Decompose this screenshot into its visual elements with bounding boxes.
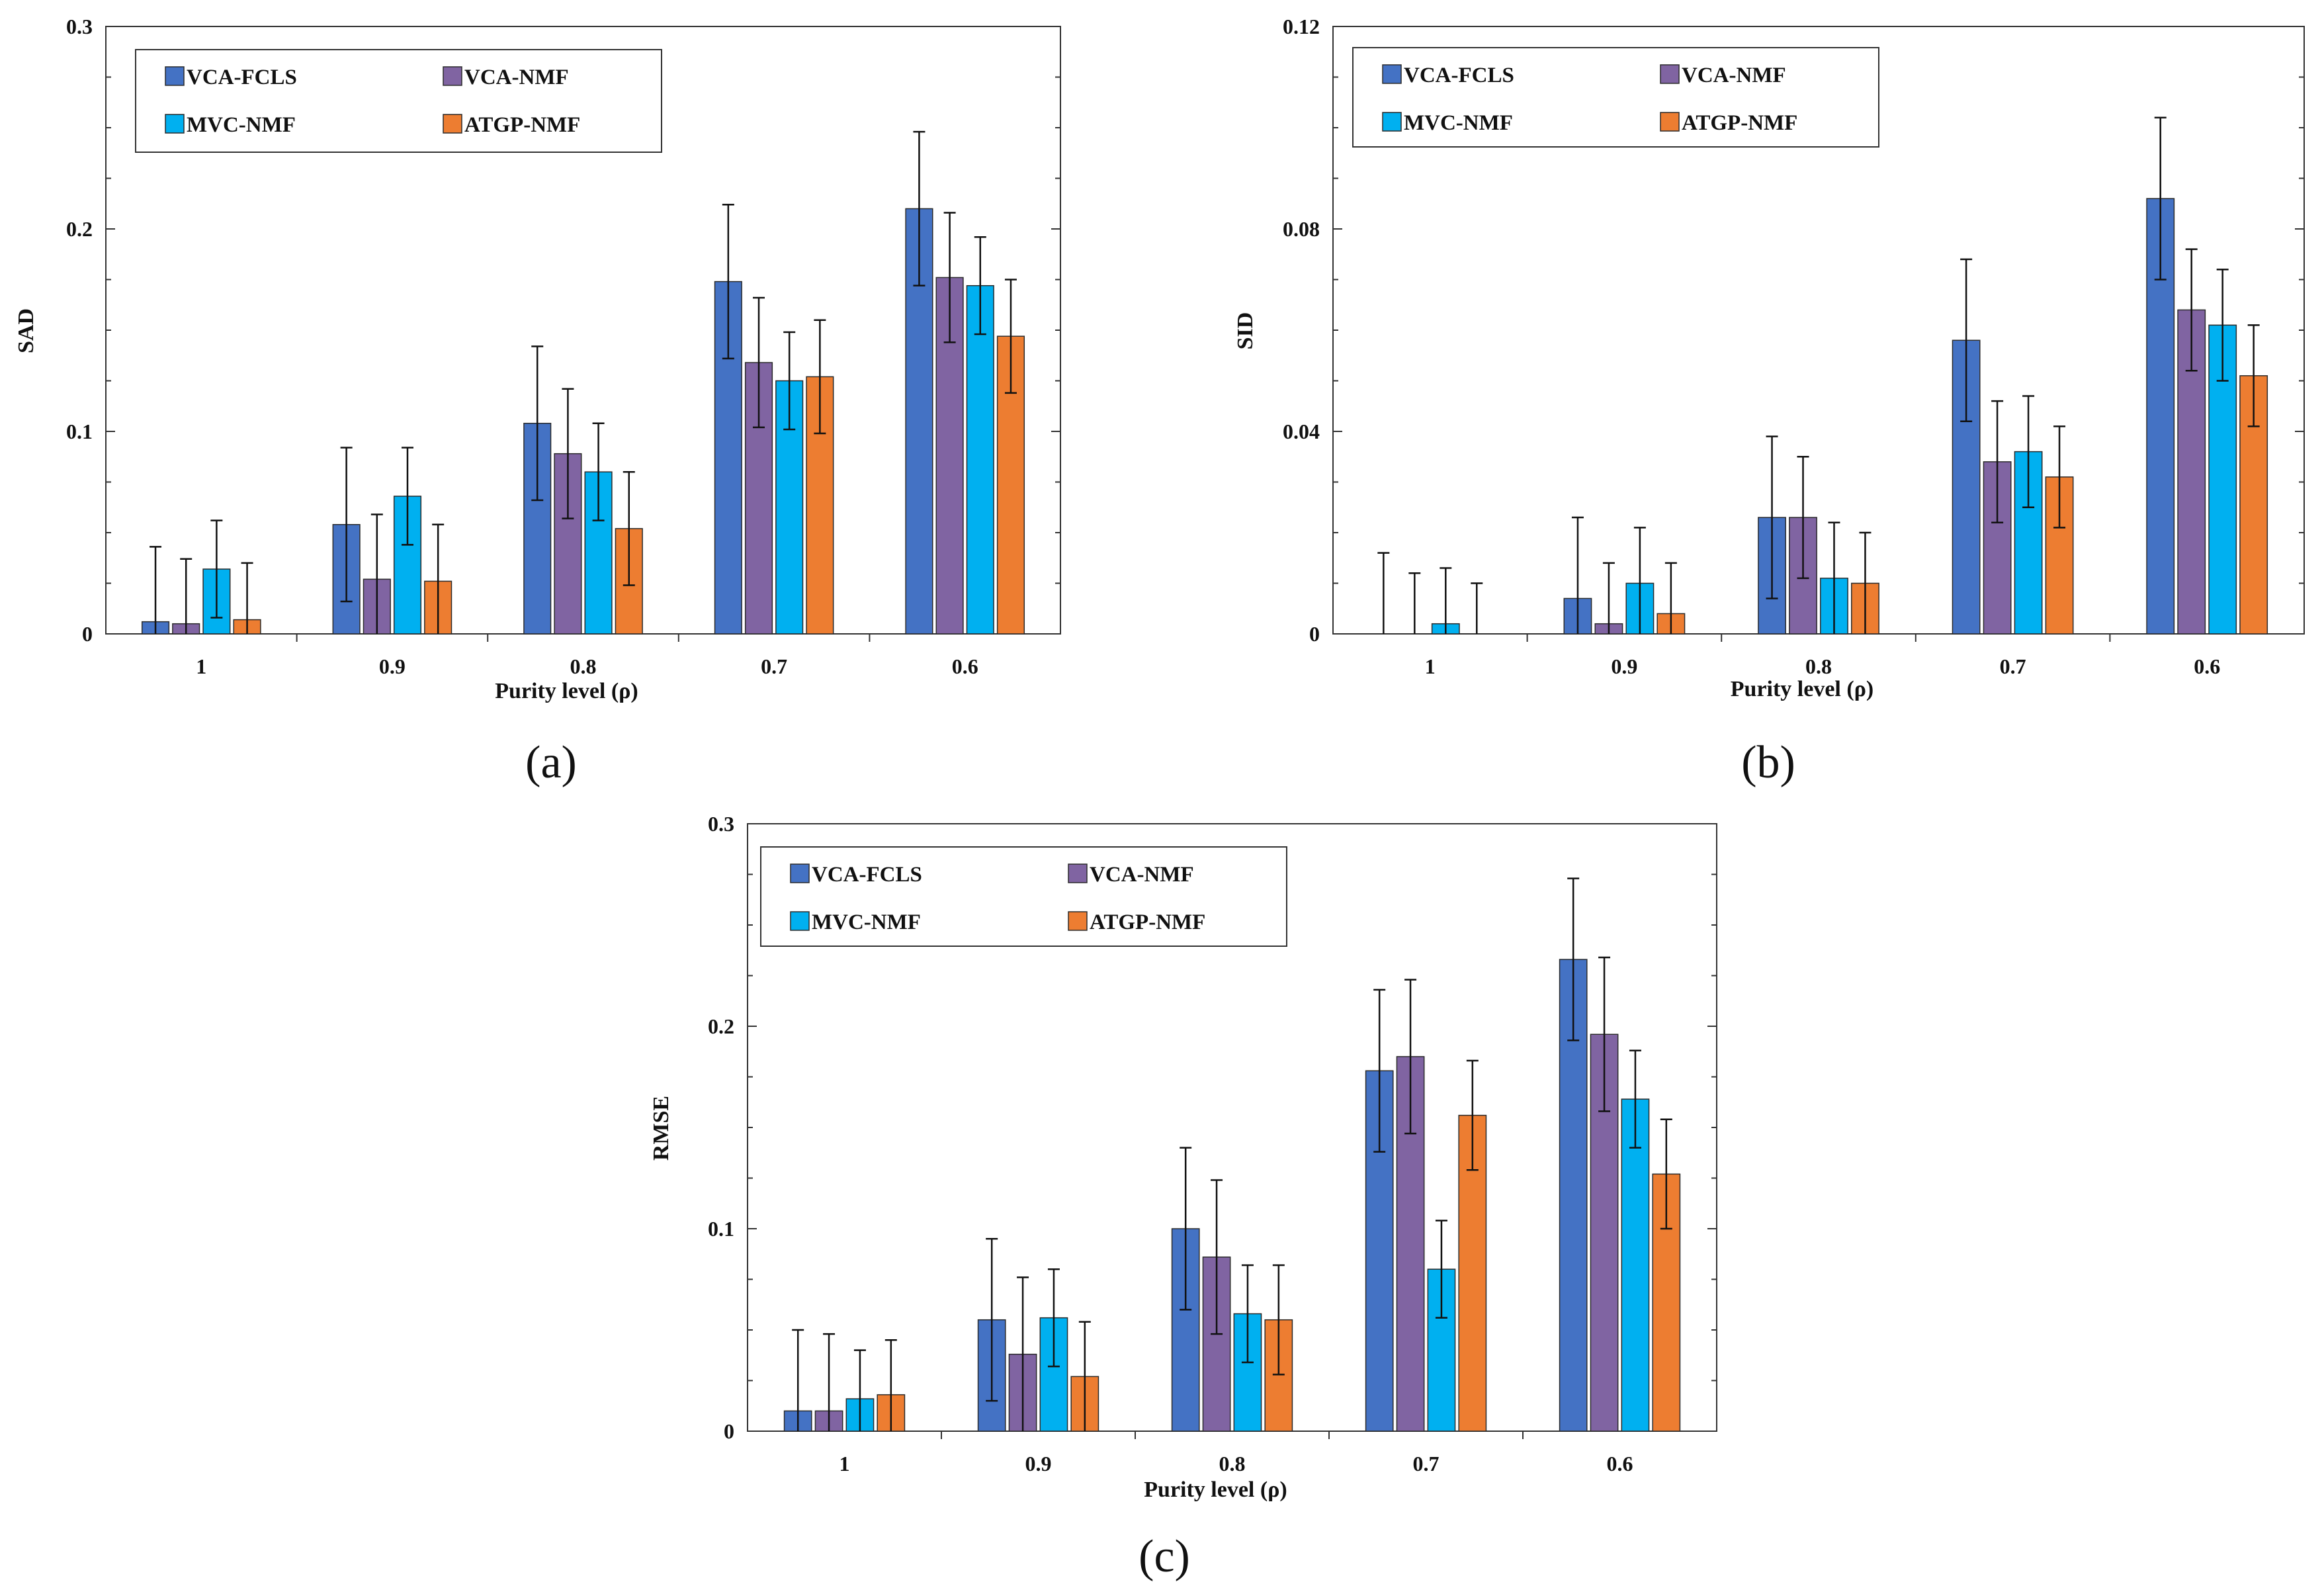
- panel-label: (b): [1741, 737, 1795, 788]
- y-tick-label: 0.08: [1283, 217, 1320, 241]
- legend-frame: [1352, 47, 1879, 148]
- x-tick-label: 1: [196, 654, 206, 678]
- chart-panel-0: 0 0.1 0.2 0.3 SAD 1 0.9 0.8 0.7 0.6 Purity level (…: [14, 15, 1061, 788]
- x-tick-label: 0.7: [1413, 1452, 1440, 1476]
- x-tick-label: 0.7: [2000, 654, 2026, 678]
- chart-panel-1: 0 0.04 0.08 0.12 SID 1 0.9 0.8 0.7 0.6 Purity leve…: [1233, 15, 2305, 788]
- y-tick-label: 0: [1309, 622, 1320, 646]
- y-tick-label: 0.3: [708, 812, 734, 836]
- x-tick-label: 1: [1425, 654, 1436, 678]
- legend-swatch-vca-fcls: [1382, 64, 1402, 84]
- legend-label-mvc-nmf: MVC-NMF: [1404, 111, 1513, 135]
- legend: VCA-FCLS VCA-NMF MVC-NMF ATGP-NMF: [135, 49, 662, 153]
- legend: VCA-FCLS VCA-NMF MVC-NMF ATGP-NMF: [1352, 47, 1879, 148]
- legend-swatch-vca-fcls: [790, 863, 810, 883]
- legend-label-atgp-nmf: ATGP-NMF: [1090, 910, 1205, 934]
- y-tick-label: 0.12: [1283, 15, 1320, 38]
- legend-label-mvc-nmf: MVC-NMF: [187, 113, 296, 137]
- x-tick-label: 0.7: [761, 654, 787, 678]
- y-tick-label: 0: [724, 1419, 734, 1443]
- x-tick-label: 0.8: [1219, 1452, 1246, 1476]
- y-tick-label: 0.3: [66, 15, 93, 38]
- panel-label: (c): [1139, 1531, 1190, 1582]
- x-axis-label: Purity level (ρ): [1731, 677, 1873, 701]
- y-tick-label: 0.04: [1283, 419, 1320, 443]
- bar-mvc-nmf: [966, 285, 994, 635]
- legend-label-atgp-nmf: ATGP-NMF: [1682, 111, 1797, 135]
- x-tick-label: 1: [839, 1452, 850, 1476]
- x-tick-label: 0.6: [952, 654, 978, 678]
- y-tick-label: 0.1: [708, 1217, 734, 1241]
- legend-swatch-vca-nmf: [443, 66, 462, 86]
- legend-label-atgp-nmf: ATGP-NMF: [464, 113, 580, 137]
- y-axis-label: SID: [1233, 312, 1258, 350]
- legend-label-mvc-nmf: MVC-NMF: [812, 910, 921, 934]
- x-tick-label: 0.8: [570, 654, 597, 678]
- x-tick-label: 0.9: [379, 654, 406, 678]
- x-tick-label: 0.9: [1025, 1452, 1052, 1476]
- legend: VCA-FCLS VCA-NMF MVC-NMF ATGP-NMF: [760, 846, 1287, 947]
- legend-swatch-atgp-nmf: [1660, 112, 1680, 132]
- legend-swatch-mvc-nmf: [165, 114, 185, 134]
- y-axis-label: RMSE: [649, 1096, 673, 1161]
- legend-swatch-mvc-nmf: [790, 911, 810, 931]
- x-tick-label: 0.8: [1805, 654, 1832, 678]
- x-axis-label: Purity level (ρ): [1144, 1477, 1287, 1502]
- legend-swatch-mvc-nmf: [1382, 112, 1402, 132]
- chart-panel-2: 0 0.1 0.2 0.3 RMSE 1 0.9 0.8 0.7 0.6 Purity level …: [649, 812, 1717, 1582]
- x-tick-label: 0.9: [1611, 654, 1637, 678]
- panel-label: (a): [525, 737, 577, 788]
- y-tick-label: 0.1: [66, 419, 93, 443]
- y-tick-label: 0.2: [708, 1014, 734, 1038]
- legend-label-vca-fcls: VCA-FCLS: [812, 863, 922, 887]
- legend-label-vca-nmf: VCA-NMF: [1090, 863, 1194, 887]
- legend-frame: [135, 49, 662, 153]
- x-axis-label: Purity level (ρ): [495, 679, 638, 703]
- y-axis-label: SAD: [14, 308, 38, 353]
- bar-mvc-nmf: [1621, 1098, 1650, 1432]
- legend-label-vca-nmf: VCA-NMF: [464, 66, 569, 89]
- legend-swatch-vca-nmf: [1660, 64, 1680, 84]
- legend-label-vca-nmf: VCA-NMF: [1682, 64, 1786, 87]
- legend-swatch-atgp-nmf: [1068, 911, 1088, 931]
- x-tick-label: 0.6: [1607, 1452, 1633, 1476]
- legend-frame: [760, 846, 1287, 947]
- legend-label-vca-fcls: VCA-FCLS: [187, 66, 297, 89]
- legend-swatch-vca-fcls: [165, 66, 185, 86]
- legend-swatch-atgp-nmf: [443, 114, 462, 134]
- y-tick-label: 0.2: [66, 217, 93, 241]
- y-tick-label: 0: [82, 622, 93, 646]
- legend-swatch-vca-nmf: [1068, 863, 1088, 883]
- legend-label-vca-fcls: VCA-FCLS: [1404, 64, 1514, 87]
- x-tick-label: 0.6: [2194, 654, 2220, 678]
